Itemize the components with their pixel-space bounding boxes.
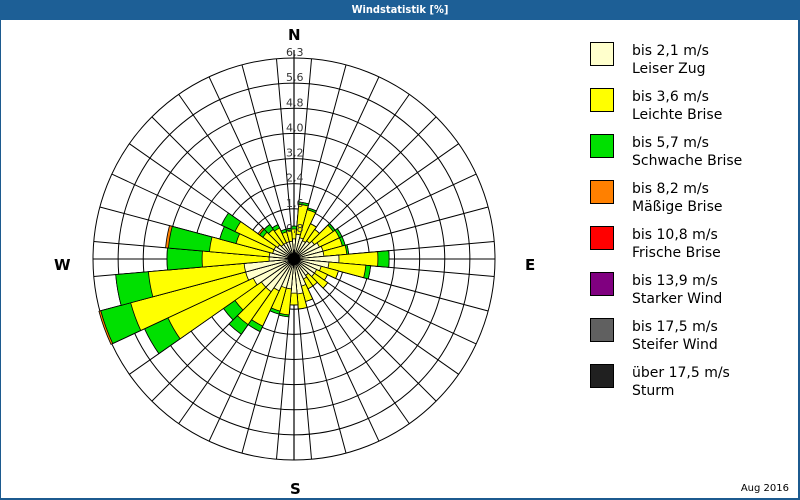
ring-label: 2,4	[286, 172, 304, 185]
legend-swatch	[590, 42, 614, 66]
ring-label: 5,6	[286, 71, 304, 84]
legend-range: über 17,5 m/s	[632, 365, 730, 381]
ring-label: 6,3	[286, 46, 304, 59]
legend-range: bis 5,7 m/s	[632, 135, 709, 151]
wind-rose-chart: 0,8 1,6 2,4 3,2 4,0 4,8 5,6 6,3	[92, 46, 496, 461]
compass-west-label: W	[54, 256, 71, 274]
legend-label: Mäßige Brise	[632, 199, 723, 215]
legend-swatch	[590, 318, 614, 342]
footer-date: Aug 2016	[740, 483, 789, 494]
legend-label: Frische Brise	[632, 245, 721, 261]
ring-label: 0,8	[286, 222, 304, 235]
grid-spoke	[275, 58, 295, 260]
grid-spoke	[241, 64, 295, 260]
legend-label: Leichte Brise	[632, 107, 723, 123]
legend-swatch	[590, 364, 614, 388]
legend-range: bis 8,2 m/s	[632, 181, 709, 197]
window-title: Windstatistik [%]	[0, 0, 800, 20]
legend-range: bis 13,9 m/s	[632, 273, 718, 289]
compass-north-label: N	[288, 26, 301, 44]
legend-label: Leiser Zug	[632, 61, 706, 77]
legend-label: Schwache Brise	[632, 153, 743, 169]
legend-range: bis 3,6 m/s	[632, 89, 709, 105]
legend-range: bis 2,1 m/s	[632, 43, 709, 59]
ring-label: 4,0	[286, 121, 304, 134]
center-dot	[288, 253, 300, 265]
legend-swatch	[590, 88, 614, 112]
legend-swatch	[590, 180, 614, 204]
legend-range: bis 17,5 m/s	[632, 319, 718, 335]
chart-panel: 0,8 1,6 2,4 3,2 4,0 4,8 5,6 6,3 N E S W bis 2,1…	[1, 20, 798, 498]
grid-spoke	[293, 258, 410, 424]
ring-label: 3,2	[286, 147, 304, 160]
ring-label: 1,6	[286, 197, 304, 210]
legend-label: Starker Wind	[632, 291, 723, 307]
compass-south-label: S	[290, 480, 301, 498]
legend-label: Sturm	[632, 383, 675, 399]
compass-east-label: E	[525, 256, 536, 274]
ring-label: 4,8	[286, 96, 304, 109]
legend-range: bis 10,8 m/s	[632, 227, 718, 243]
legend-swatch	[590, 226, 614, 250]
legend-swatch	[590, 134, 614, 158]
legend-label: Steifer Wind	[632, 337, 718, 353]
legend-swatch	[590, 272, 614, 296]
